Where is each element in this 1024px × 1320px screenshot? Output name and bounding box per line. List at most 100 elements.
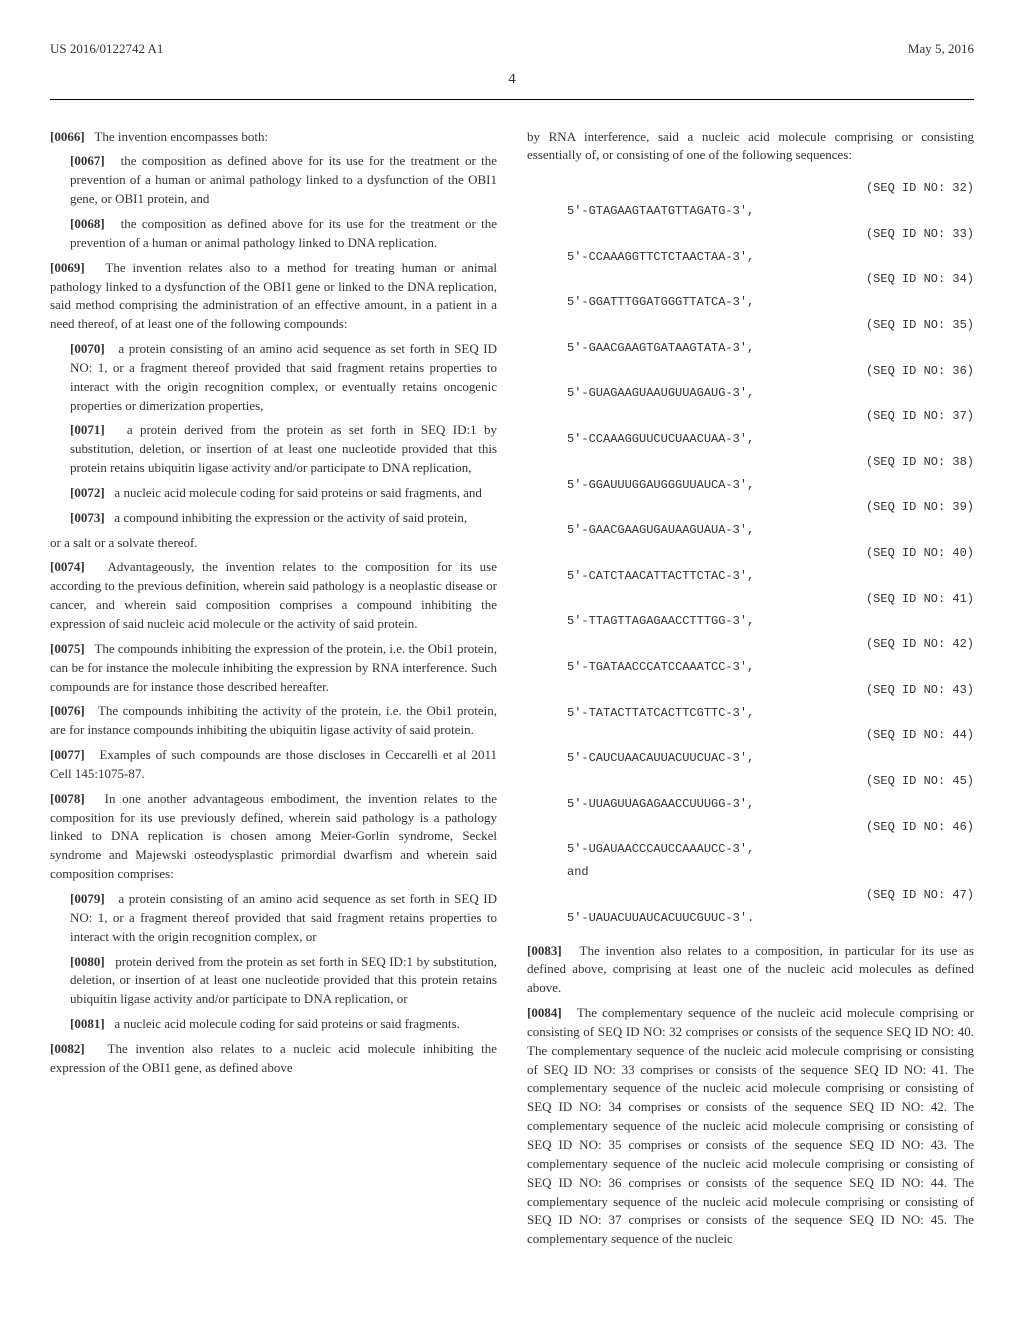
para-0071: [0071] a protein derived from the protei… — [50, 421, 497, 478]
seq-sequence: 5'-CATCTAACATTACTTCTAC-3', — [567, 565, 974, 588]
para-num: [0077] — [50, 747, 85, 762]
left-column: [0066] The invention encompasses both: [… — [50, 128, 497, 1255]
seq-id-label: (SEQ ID NO: 32) — [567, 177, 974, 200]
para-0066: [0066] The invention encompasses both: — [50, 128, 497, 147]
sequence-entry: (SEQ ID NO: 34)5'-GGATTTGGATGGGTTATCA-3'… — [567, 268, 974, 314]
para-text: a nucleic acid molecule coding for said … — [114, 1016, 459, 1031]
seq-id-label: (SEQ ID NO: 33) — [567, 223, 974, 246]
para-num: [0082] — [50, 1041, 85, 1056]
para-num: [0074] — [50, 559, 85, 574]
para-0069: [0069] The invention relates also to a m… — [50, 259, 497, 334]
para-0070: [0070] a protein consisting of an amino … — [50, 340, 497, 415]
seq-sequence: 5'-CAUCUAACAUUACUUCUAC-3', — [567, 747, 974, 770]
para-0083: [0083] The invention also relates to a c… — [527, 942, 974, 999]
para-num: [0066] — [50, 129, 85, 144]
para-text: Examples of such compounds are those dis… — [50, 747, 497, 781]
sequence-entry: (SEQ ID NO: 40)5'-CATCTAACATTACTTCTAC-3'… — [567, 542, 974, 588]
para-text: a nucleic acid molecule coding for said … — [114, 485, 482, 500]
sequence-entry: (SEQ ID NO: 47)5'-UAUACUUAUCACUUCGUUC-3'… — [567, 884, 974, 930]
sequence-entry: (SEQ ID NO: 46)5'-UGAUAACCCAUCCAAAUCC-3'… — [567, 816, 974, 884]
para-text: a protein consisting of an amino acid se… — [70, 341, 497, 413]
para-num: [0079] — [70, 891, 105, 906]
para-text: a protein derived from the protein as se… — [70, 422, 497, 475]
seq-id-label: (SEQ ID NO: 43) — [567, 679, 974, 702]
para-0082: [0082] The invention also relates to a n… — [50, 1040, 497, 1078]
seq-id-label: (SEQ ID NO: 47) — [567, 884, 974, 907]
sequence-entry: (SEQ ID NO: 32)5'-GTAGAAGTAATGTTAGATG-3'… — [567, 177, 974, 223]
publication-number: US 2016/0122742 A1 — [50, 40, 163, 59]
seq-id-label: (SEQ ID NO: 36) — [567, 360, 974, 383]
para-0075: [0075] The compounds inhibiting the expr… — [50, 640, 497, 697]
para-num: [0070] — [70, 341, 105, 356]
para-0077: [0077] Examples of such compounds are th… — [50, 746, 497, 784]
sequence-entry: (SEQ ID NO: 44)5'-CAUCUAACAUUACUUCUAC-3'… — [567, 724, 974, 770]
seq-sequence: 5'-UGAUAACCCAUCCAAAUCC-3', and — [567, 838, 974, 884]
para-num: [0083] — [527, 943, 562, 958]
para-text: The invention also relates to a nucleic … — [50, 1041, 497, 1075]
seq-sequence: 5'-TATACTTATCACTTCGTTC-3', — [567, 702, 974, 725]
para-0068: [0068] the composition as defined above … — [50, 215, 497, 253]
para-text: The compounds inhibiting the expression … — [50, 641, 497, 694]
seq-sequence: 5'-GUAGAAGUAAUGUUAGAUG-3', — [567, 382, 974, 405]
para-0067: [0067] the composition as defined above … — [50, 152, 497, 209]
two-column-layout: [0066] The invention encompasses both: [… — [50, 128, 974, 1255]
para-num: [0068] — [70, 216, 105, 231]
seq-sequence: 5'-UUAGUUAGAGAACCUUUGG-3', — [567, 793, 974, 816]
right-column: by RNA interference, said a nucleic acid… — [527, 128, 974, 1255]
seq-id-label: (SEQ ID NO: 38) — [567, 451, 974, 474]
sequence-entry: (SEQ ID NO: 45)5'-UUAGUUAGAGAACCUUUGG-3'… — [567, 770, 974, 816]
publication-date: May 5, 2016 — [908, 40, 974, 59]
sequence-entry: (SEQ ID NO: 41)5'-TTAGTTAGAGAACCTTTGG-3'… — [567, 588, 974, 634]
seq-id-label: (SEQ ID NO: 44) — [567, 724, 974, 747]
para-text: The complementary sequence of the nuclei… — [527, 1005, 974, 1246]
seq-sequence: 5'-GGAUUUGGAUGGGUUAUCA-3', — [567, 474, 974, 497]
sequence-entry: (SEQ ID NO: 33)5'-CCAAAGGTTCTCTAACTAA-3'… — [567, 223, 974, 269]
sequence-entry: (SEQ ID NO: 43)5'-TATACTTATCACTTCGTTC-3'… — [567, 679, 974, 725]
para-0074: [0074] Advantageously, the invention rel… — [50, 558, 497, 633]
para-num: [0080] — [70, 954, 105, 969]
para-0080: [0080] protein derived from the protein … — [50, 953, 497, 1010]
seq-sequence: 5'-GTAGAAGTAATGTTAGATG-3', — [567, 200, 974, 223]
seq-id-label: (SEQ ID NO: 45) — [567, 770, 974, 793]
para-text: In one another advantageous embodiment, … — [50, 791, 497, 881]
para-text: the composition as defined above for its… — [70, 153, 497, 206]
seq-id-label: (SEQ ID NO: 37) — [567, 405, 974, 428]
seq-id-label: (SEQ ID NO: 34) — [567, 268, 974, 291]
para-text: The compounds inhibiting the activity of… — [50, 703, 497, 737]
para-text: a compound inhibiting the expression or … — [114, 510, 467, 525]
seq-sequence: 5'-TGATAACCCATCCAAATCC-3', — [567, 656, 974, 679]
para-0073-tail: or a salt or a solvate thereof. — [50, 534, 497, 553]
para-0073: [0073] a compound inhibiting the express… — [50, 509, 497, 528]
para-num: [0073] — [70, 510, 105, 525]
para-0078: [0078] In one another advantageous embod… — [50, 790, 497, 884]
para-num: [0071] — [70, 422, 105, 437]
para-0084: [0084] The complementary sequence of the… — [527, 1004, 974, 1249]
para-num: [0078] — [50, 791, 85, 806]
seq-sequence: 5'-GGATTTGGATGGGTTATCA-3', — [567, 291, 974, 314]
seq-sequence: 5'-TTAGTTAGAGAACCTTTGG-3', — [567, 610, 974, 633]
seq-id-label: (SEQ ID NO: 46) — [567, 816, 974, 839]
seq-id-label: (SEQ ID NO: 40) — [567, 542, 974, 565]
para-num: [0069] — [50, 260, 85, 275]
seq-sequence: 5'-CCAAAGGTTCTCTAACTAA-3', — [567, 246, 974, 269]
right-intro: by RNA interference, said a nucleic acid… — [527, 128, 974, 166]
para-num: [0084] — [527, 1005, 562, 1020]
para-num: [0067] — [70, 153, 105, 168]
sequence-entry: (SEQ ID NO: 38)5'-GGAUUUGGAUGGGUUAUCA-3'… — [567, 451, 974, 497]
seq-sequence: 5'-CCAAAGGUUCUCUAACUAA-3', — [567, 428, 974, 451]
seq-sequence: 5'-UAUACUUAUCACUUCGUUC-3'. — [567, 907, 974, 930]
header-rule — [50, 99, 974, 100]
para-text: protein derived from the protein as set … — [70, 954, 497, 1007]
para-0081: [0081] a nucleic acid molecule coding fo… — [50, 1015, 497, 1034]
para-text: The invention relates also to a method f… — [50, 260, 497, 332]
para-text: Advantageously, the invention relates to… — [50, 559, 497, 631]
para-0072: [0072] a nucleic acid molecule coding fo… — [50, 484, 497, 503]
para-num: [0081] — [70, 1016, 105, 1031]
page-header: US 2016/0122742 A1 May 5, 2016 — [50, 40, 974, 59]
sequence-entry: (SEQ ID NO: 37)5'-CCAAAGGUUCUCUAACUAA-3'… — [567, 405, 974, 451]
sequence-entry: (SEQ ID NO: 35)5'-GAACGAAGTGATAAGTATA-3'… — [567, 314, 974, 360]
seq-id-label: (SEQ ID NO: 41) — [567, 588, 974, 611]
seq-id-label: (SEQ ID NO: 39) — [567, 496, 974, 519]
para-0079: [0079] a protein consisting of an amino … — [50, 890, 497, 947]
seq-sequence: 5'-GAACGAAGTGATAAGTATA-3', — [567, 337, 974, 360]
